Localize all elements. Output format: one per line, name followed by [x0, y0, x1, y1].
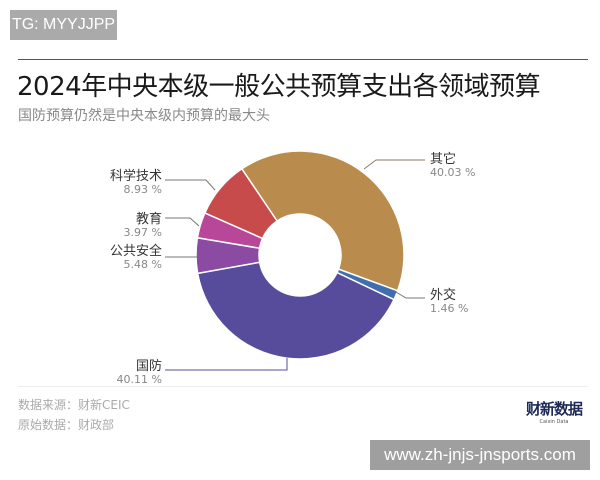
- label-diplomacy: 外交: [430, 288, 457, 303]
- label-public-security: 公共安全: [109, 244, 162, 259]
- label-education: 教育: [135, 212, 162, 227]
- leader-line-2: [165, 358, 288, 371]
- leader-line-5: [165, 179, 216, 191]
- label-defense: 国防: [135, 359, 162, 374]
- leader-line-4: [165, 217, 200, 227]
- label-science-tech: 科学技术: [109, 169, 162, 184]
- pct-science-tech: 8.93 %: [123, 183, 162, 196]
- tag-label: TG: MYYJJPP: [10, 10, 117, 40]
- pct-diplomacy: 1.46 %: [430, 302, 469, 315]
- pct-other: 40.03 %: [430, 166, 476, 179]
- chart-subtitle: 国防预算仍然是中央本级内预算的最大头: [18, 108, 270, 124]
- pct-education: 3.97 %: [123, 226, 162, 239]
- leader-line-1: [395, 291, 425, 299]
- original-source: 原始数据：财政部: [18, 418, 115, 432]
- logo-text: 财新数据: [525, 400, 583, 418]
- data-source: 数据来源：财新CEIC: [18, 398, 130, 412]
- pct-defense: 40.11 %: [116, 373, 162, 386]
- chart-title: 2024年中央本级一般公共预算支出各领域预算: [17, 72, 541, 102]
- donut-slice-5: [203, 167, 279, 240]
- footer-divider: [18, 386, 588, 387]
- caixin-data-logo: 财新数据 Caixin Data: [518, 398, 590, 425]
- label-other: 其它: [430, 152, 457, 167]
- title-divider: [18, 59, 588, 60]
- donut-slice-0: [240, 150, 405, 292]
- leader-line-0: [363, 159, 425, 170]
- url-banner: www.zh-jnjs-jnsports.com: [370, 440, 590, 470]
- logo-subtext: Caixin Data: [539, 419, 569, 425]
- pct-public-security: 5.48 %: [123, 258, 162, 271]
- donut-slice-2: [196, 261, 395, 360]
